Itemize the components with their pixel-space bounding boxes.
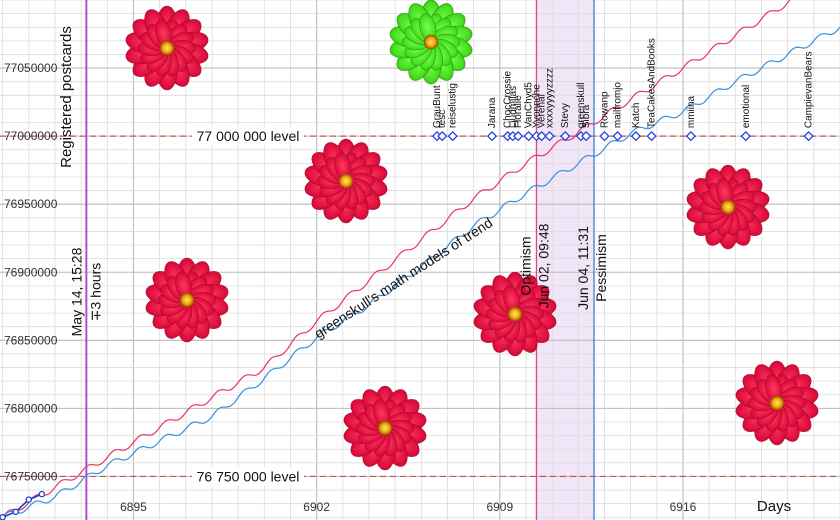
marker-label: mmiina [686, 95, 697, 128]
marker-Yvonnche [531, 130, 542, 142]
observed-point [12, 508, 19, 516]
marker-VanChyd5 [523, 130, 534, 142]
flower-center [179, 292, 195, 308]
marker-label: Stevy [560, 103, 571, 128]
y-tick-label: 77050000 [4, 61, 58, 75]
marker-Ljudmilas [507, 130, 519, 142]
marker-Sibra [581, 130, 592, 142]
marker-label: ChocCrossie [503, 70, 514, 128]
marker-tesc [437, 130, 448, 142]
y-tick-label: 76800000 [4, 401, 58, 415]
forecast-band [536, 0, 595, 520]
flower-center [159, 40, 175, 56]
marker-emotional [740, 130, 751, 142]
user-markers [431, 130, 814, 142]
marker-label: VanChyd5 [524, 82, 535, 128]
pessimism-label: Pessimism [593, 234, 609, 302]
marker-ChocCrossie [502, 130, 513, 142]
marker-Floralie [512, 130, 524, 142]
marker-label: TeaCakesAndBooks [647, 38, 658, 128]
now-date-label: May 14, 15:28 [68, 247, 84, 336]
date-lines [85, 0, 595, 520]
x-tick-label: 6916 [670, 500, 697, 514]
marker-label: tesc [437, 110, 448, 128]
level-label: 76 750 000 level [197, 468, 300, 484]
marker-label: xxxxyyyyzzzz [545, 68, 556, 128]
marker-label: emotional [741, 85, 752, 128]
marker-label: Sibra [581, 104, 592, 128]
forecast-band-fill [536, 0, 595, 520]
marker-CampievanBears [803, 130, 814, 142]
marker-label: CampievanBears [804, 51, 815, 128]
marker-label: greenskull [576, 83, 587, 129]
x-axis-label: Days [757, 498, 791, 515]
observed-point [0, 514, 6, 520]
marker-label: Katch [631, 103, 642, 129]
marker-greenskull [575, 130, 587, 142]
marker-reiselustig [447, 130, 458, 142]
marker-Rowanp [599, 130, 610, 142]
marker-Jarana [486, 130, 498, 142]
flower-icon [473, 271, 557, 357]
y-tick-label: 76850000 [4, 333, 58, 347]
marker-TeaCakesAndBooks [646, 130, 657, 142]
optimism-date-label: Jun 02, 09:48 [535, 223, 551, 308]
marker-GrauBunt [431, 130, 443, 142]
flower-center [338, 173, 354, 189]
marker-label: mailfromjo [613, 82, 624, 129]
marker-label: Yvonnche [531, 84, 542, 128]
marker-label: reiselustig [448, 83, 459, 128]
flower-icon [304, 138, 388, 224]
flower-icon [735, 360, 819, 446]
observed-point [25, 496, 33, 503]
marker-label: Rowanp [599, 91, 610, 128]
x-tick-label: 6902 [303, 500, 330, 514]
observed-point [38, 490, 46, 498]
marker-Katch [630, 130, 642, 142]
series-line-upper [2, 0, 791, 518]
level-label-bg [192, 127, 304, 146]
y-tick-label: 76950000 [4, 197, 58, 211]
optimism-label: Optimism [517, 236, 533, 295]
marker-label: Jarana [487, 97, 498, 128]
flower-center [423, 34, 439, 50]
flower-icon [686, 164, 770, 250]
level-label: 77 000 000 level [197, 128, 300, 144]
y-tick-label: 77000000 [4, 129, 58, 143]
marker-label: GrauBunt [432, 85, 443, 128]
trend-label: greenskull's math models of trend [311, 214, 495, 341]
marker-Vereñal [536, 130, 547, 142]
x-tick-label: 6895 [120, 500, 147, 514]
now-uncertainty-label: ∓3 hours [87, 263, 103, 321]
marker-label: Vereñal [537, 94, 548, 128]
flower-icon [125, 5, 209, 91]
marker-mailfromjo [612, 130, 623, 142]
marker-xxxxyyyyzzzz [544, 130, 555, 142]
y-tick-label: 76900000 [4, 265, 58, 279]
level-label-bg [192, 467, 304, 486]
marker-Stevy [560, 130, 571, 142]
level-lines [0, 127, 840, 486]
flower-center [720, 199, 736, 215]
y-tick-label: 76750000 [4, 469, 58, 483]
y-axis-label: Registered postcards [58, 26, 75, 168]
marker-label: Ljudmilas [508, 86, 519, 128]
series-line-lower [2, 26, 840, 518]
observed-line [2, 493, 43, 519]
x-tick-label: 6909 [486, 500, 513, 514]
flower-center [377, 420, 393, 436]
flower-center [507, 306, 523, 322]
flower-icon [389, 0, 473, 85]
flower-icon [343, 385, 427, 471]
flower-decorations [125, 0, 819, 471]
flower-icon [145, 257, 229, 343]
flower-center [769, 395, 785, 411]
marker-label: Floralie [513, 95, 524, 128]
pessimism-date-label: Jun 04, 11:31 [575, 226, 591, 310]
marker-mmiina [685, 130, 697, 142]
